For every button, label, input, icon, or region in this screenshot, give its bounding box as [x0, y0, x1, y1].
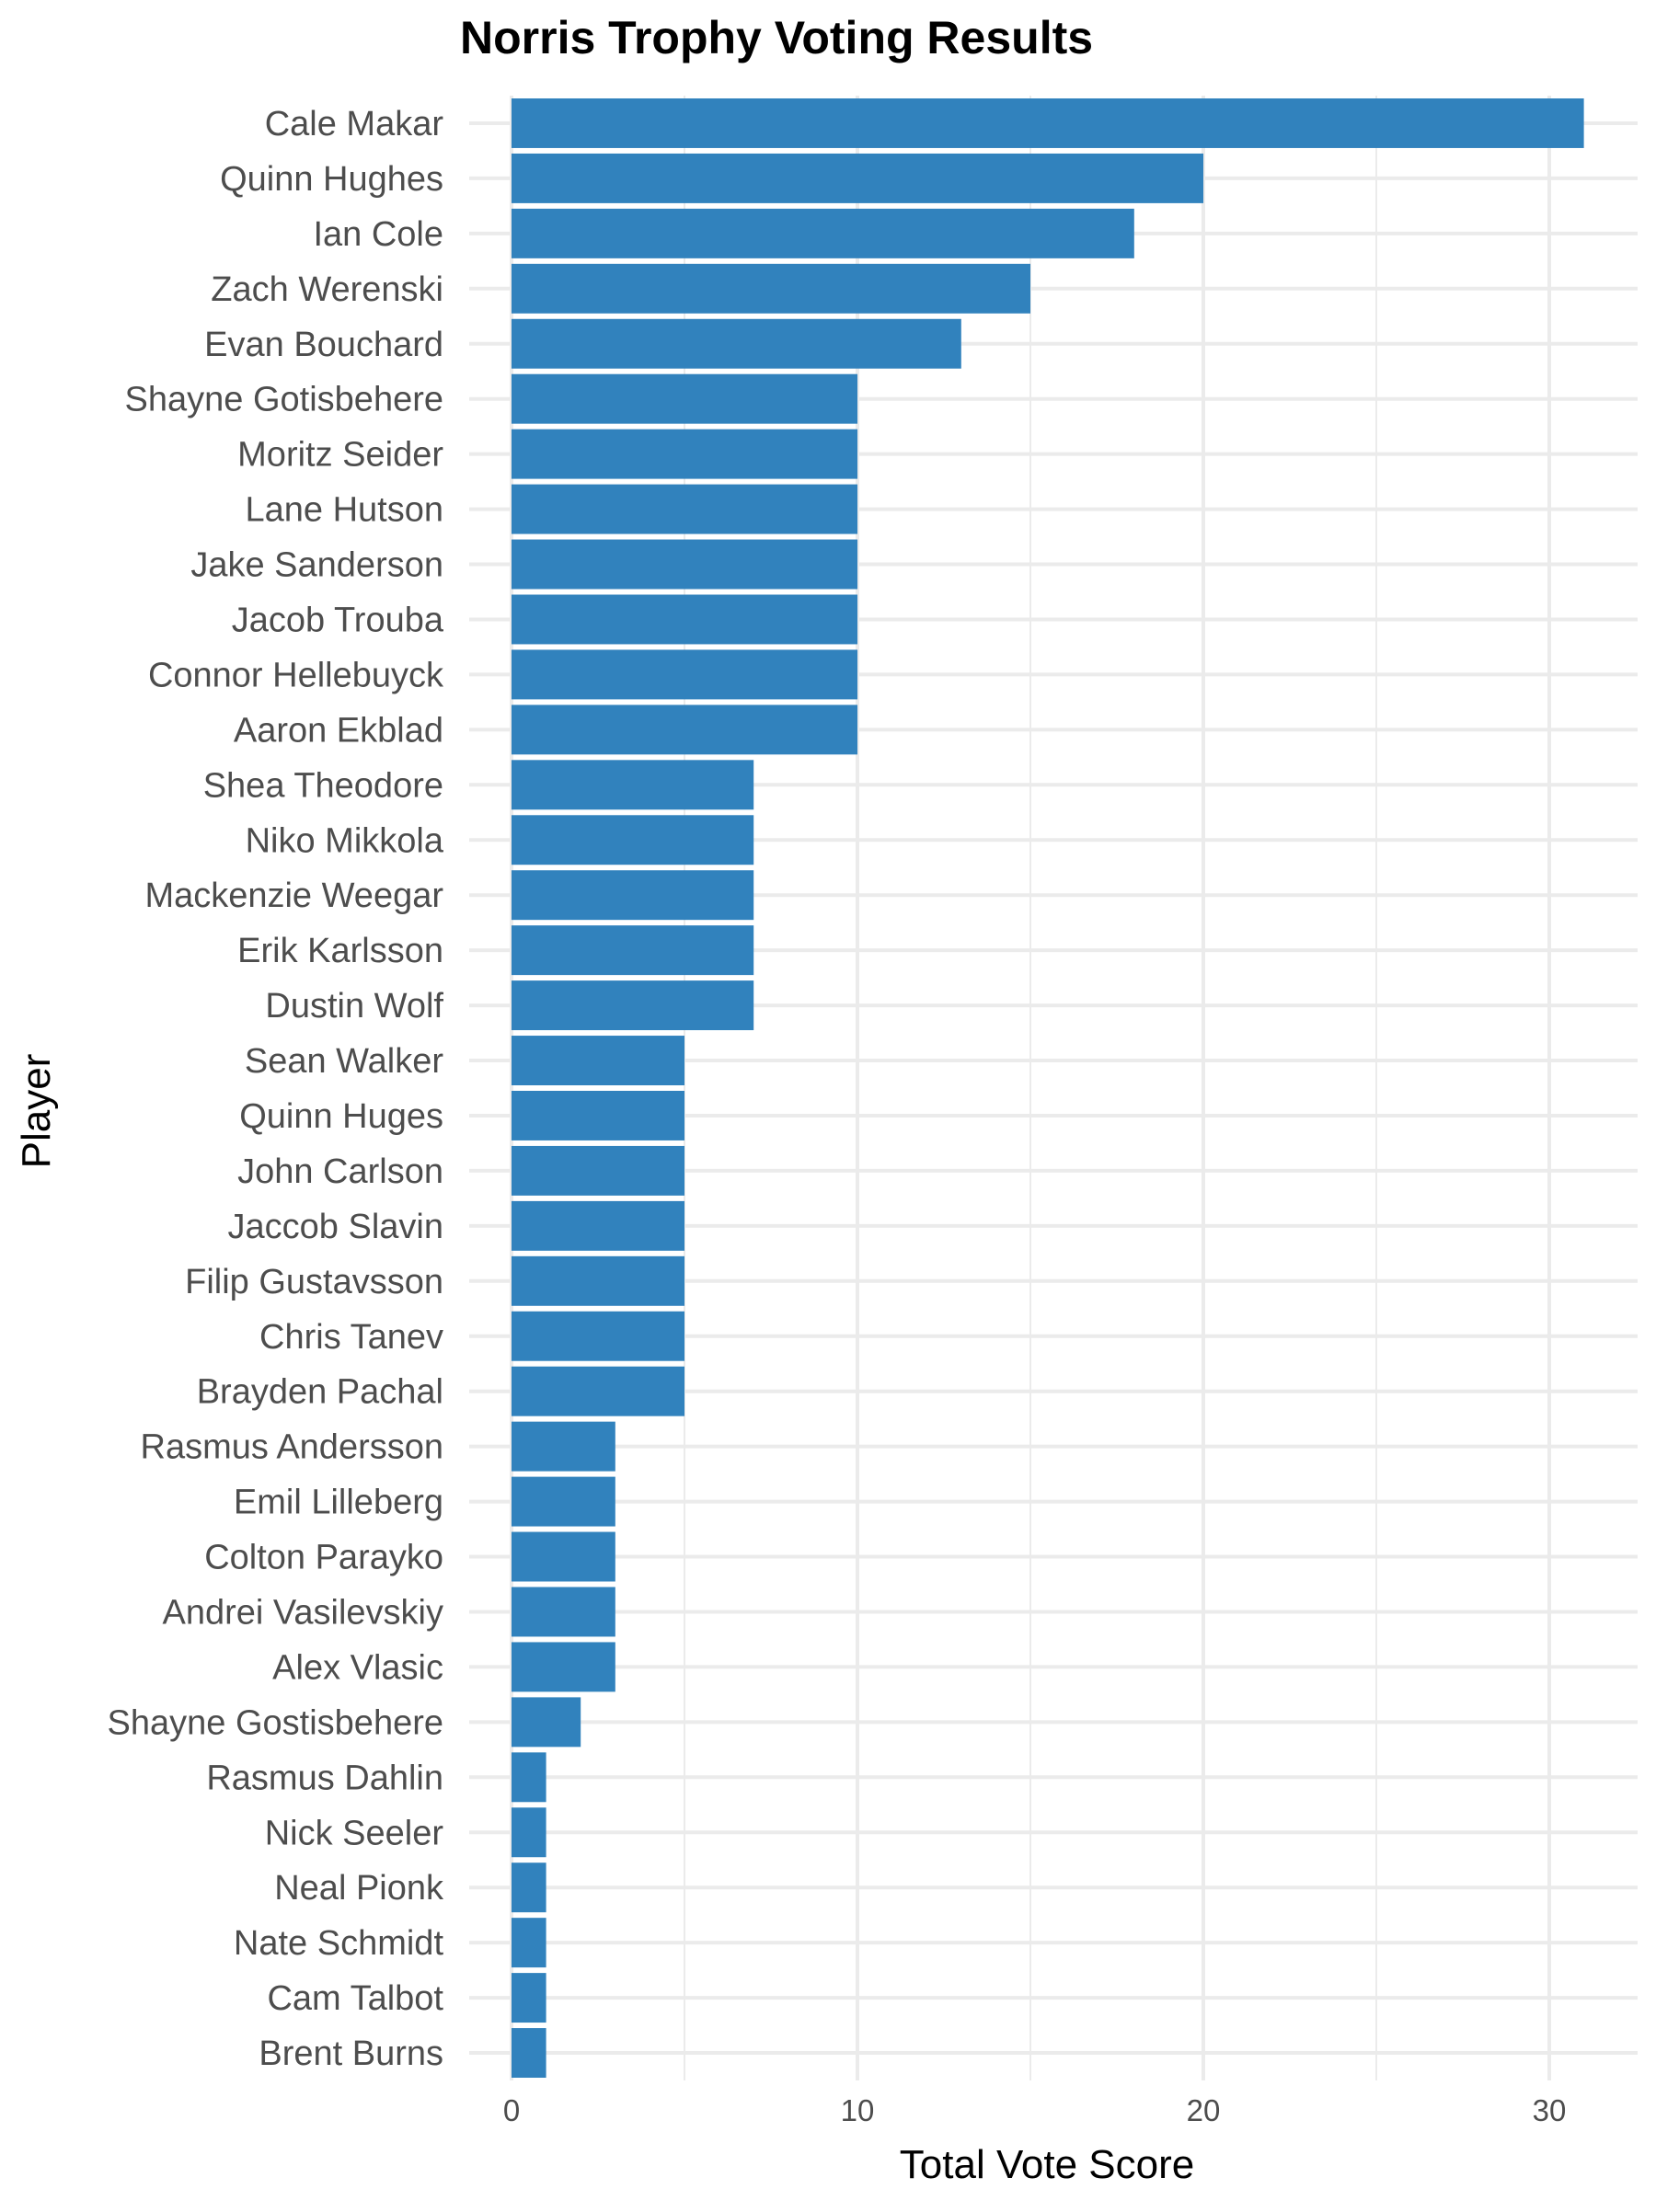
- y-tick-label: Quinn Huges: [239, 1097, 443, 1136]
- y-tick-label: Aaron Ekblad: [234, 711, 443, 750]
- bar: [512, 594, 857, 645]
- y-tick-label: Colton Parayko: [204, 1539, 443, 1577]
- bar: [512, 1642, 615, 1692]
- bar: [512, 429, 857, 479]
- bar: [512, 1752, 546, 1803]
- bar: [512, 1476, 615, 1527]
- x-tick-label: 30: [1533, 2093, 1567, 2127]
- bar: [512, 815, 754, 865]
- bar: [512, 1090, 684, 1140]
- bar: [512, 1587, 615, 1637]
- x-tick-label: 10: [841, 2093, 875, 2127]
- bar: [512, 208, 1134, 258]
- y-tick-label: Andrei Vasilevskiy: [162, 1593, 443, 1632]
- bar: [512, 925, 754, 976]
- bar: [512, 1807, 546, 1858]
- bar: [512, 1145, 684, 1196]
- y-tick-label: Filip Gustavsson: [185, 1263, 443, 1301]
- bar: [512, 318, 961, 369]
- bar: [512, 97, 1584, 148]
- bar: [512, 1697, 581, 1748]
- bars: [512, 97, 1584, 2079]
- x-axis-label: Total Vote Score: [900, 2142, 1194, 2187]
- bar: [512, 1366, 684, 1416]
- y-tick-label: Emil Lilleberg: [234, 1484, 443, 1522]
- y-tick-label: Zach Werenski: [211, 270, 443, 309]
- y-tick-label: Jake Sanderson: [190, 546, 443, 585]
- y-tick-label: Evan Bouchard: [204, 326, 443, 364]
- y-tick-label: Niko Mikkola: [246, 821, 444, 860]
- y-tick-label: Lane Hutson: [246, 491, 444, 530]
- y-tick-label: Nate Schmidt: [234, 1924, 444, 1963]
- bar: [512, 539, 857, 590]
- y-tick-label: Alex Vlasic: [272, 1648, 443, 1687]
- y-tick-label: Shayne Gostisbehere: [108, 1703, 443, 1742]
- bar: [512, 1421, 615, 1472]
- y-tick-label: Rasmus Dahlin: [206, 1759, 443, 1797]
- x-tick-label: 20: [1187, 2093, 1221, 2127]
- y-tick-label: Rasmus Andersson: [141, 1428, 444, 1467]
- y-tick-label: Nick Seeler: [265, 1814, 444, 1852]
- y-tick-label: Connor Hellebuyck: [148, 656, 444, 694]
- y-tick-label: Quinn Hughes: [220, 160, 443, 199]
- y-tick-label: Shea Theodore: [203, 766, 443, 805]
- bar: [512, 1255, 684, 1306]
- y-tick-label: Sean Walker: [245, 1042, 443, 1081]
- bar: [512, 1918, 546, 1968]
- y-axis-tick-labels: Cale Makar Quinn Hughes Ian Cole Zach Weren…: [108, 105, 444, 2073]
- y-tick-label: Neal Pionk: [274, 1869, 444, 1908]
- bar: [512, 1200, 684, 1251]
- bar: [512, 870, 754, 921]
- y-tick-label: Shayne Gotisbehere: [125, 381, 443, 419]
- y-tick-label: Dustin Wolf: [265, 987, 443, 1026]
- bar: [512, 705, 857, 755]
- y-tick-label: Cam Talbot: [267, 1979, 443, 2018]
- bar: [512, 1036, 684, 1086]
- y-tick-label: Chris Tanev: [259, 1318, 443, 1357]
- bar: [512, 760, 754, 810]
- y-tick-label: Ian Cole: [313, 215, 443, 254]
- y-tick-label: Cale Makar: [265, 105, 444, 143]
- bar: [512, 649, 857, 700]
- bar: [512, 1311, 684, 1361]
- x-tick-label: 0: [503, 2093, 520, 2127]
- bar: [512, 1973, 546, 2023]
- y-tick-label: Erik Karlsson: [237, 932, 443, 970]
- y-tick-label: Jacob Trouba: [232, 601, 444, 639]
- y-tick-label: Mackenzie Weegar: [144, 877, 443, 915]
- bar: [512, 1862, 546, 1913]
- y-axis-label: Player: [14, 1054, 59, 1169]
- y-tick-label: Jaccob Slavin: [228, 1208, 443, 1246]
- bar: [512, 153, 1203, 203]
- y-tick-label: John Carlson: [237, 1152, 443, 1191]
- bar: [512, 2028, 546, 2079]
- x-axis-tick-labels: 0 10 20 30: [503, 2093, 1567, 2127]
- chart-title: Norris Trophy Voting Results: [460, 12, 1093, 63]
- y-tick-label: Brent Burns: [259, 2034, 443, 2073]
- bar: [512, 373, 857, 424]
- bar: [512, 1531, 615, 1582]
- bar: [512, 980, 754, 1031]
- y-tick-label: Moritz Seider: [237, 436, 443, 475]
- bar: [512, 484, 857, 534]
- bar: [512, 263, 1030, 314]
- y-tick-label: Brayden Pachal: [197, 1373, 443, 1412]
